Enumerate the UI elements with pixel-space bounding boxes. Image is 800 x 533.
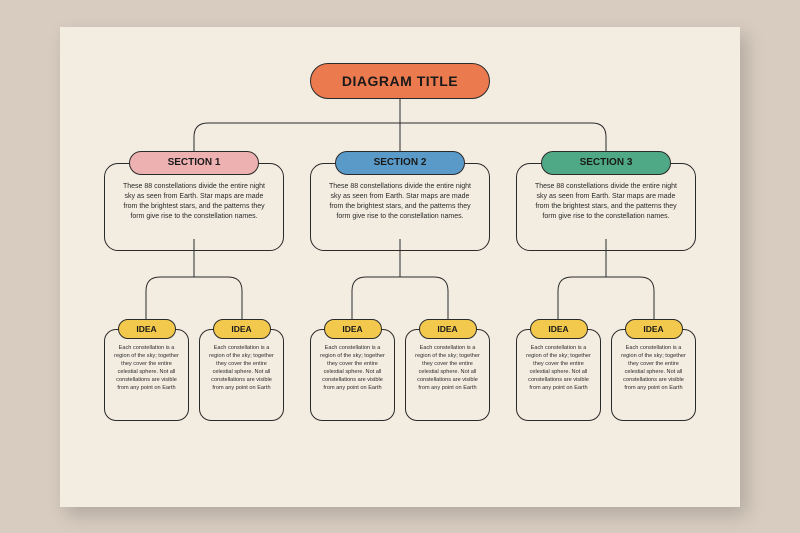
connector-lines: [60, 27, 740, 507]
idea-1-2: IDEA Each constellation is a region of t…: [199, 319, 284, 421]
idea-3-1-label: IDEA: [530, 319, 588, 339]
idea-2-1-body: Each constellation is a region of the sk…: [310, 329, 395, 421]
idea-1-2-body: Each constellation is a region of the sk…: [199, 329, 284, 421]
section-2: SECTION 2 These 88 constellations divide…: [310, 151, 490, 251]
section-3-body: These 88 constellations divide the entir…: [516, 163, 696, 251]
idea-2-1: IDEA Each constellation is a region of t…: [310, 319, 395, 421]
idea-3-2: IDEA Each constellation is a region of t…: [611, 319, 696, 421]
ideas-group-2: IDEA Each constellation is a region of t…: [310, 319, 490, 421]
section-2-body: These 88 constellations divide the entir…: [310, 163, 490, 251]
diagram-title: DIAGRAM TITLE: [310, 63, 490, 99]
ideas-row: IDEA Each constellation is a region of t…: [60, 319, 740, 421]
section-1: SECTION 1 These 88 constellations divide…: [104, 151, 284, 251]
ideas-group-3: IDEA Each constellation is a region of t…: [516, 319, 696, 421]
idea-3-1-body: Each constellation is a region of the sk…: [516, 329, 601, 421]
idea-2-2-body: Each constellation is a region of the sk…: [405, 329, 490, 421]
section-1-label: SECTION 1: [129, 151, 259, 175]
idea-1-1: IDEA Each constellation is a region of t…: [104, 319, 189, 421]
idea-1-2-label: IDEA: [213, 319, 271, 339]
section-3: SECTION 3 These 88 constellations divide…: [516, 151, 696, 251]
idea-3-1: IDEA Each constellation is a region of t…: [516, 319, 601, 421]
section-3-label: SECTION 3: [541, 151, 671, 175]
idea-2-2: IDEA Each constellation is a region of t…: [405, 319, 490, 421]
idea-1-1-label: IDEA: [118, 319, 176, 339]
section-1-body: These 88 constellations divide the entir…: [104, 163, 284, 251]
diagram-canvas: DIAGRAM TITLE SECTION 1 These 88 constel…: [60, 27, 740, 507]
idea-2-2-label: IDEA: [419, 319, 477, 339]
sections-row: SECTION 1 These 88 constellations divide…: [60, 151, 740, 251]
idea-3-2-label: IDEA: [625, 319, 683, 339]
idea-2-1-label: IDEA: [324, 319, 382, 339]
idea-3-2-body: Each constellation is a region of the sk…: [611, 329, 696, 421]
section-2-label: SECTION 2: [335, 151, 465, 175]
idea-1-1-body: Each constellation is a region of the sk…: [104, 329, 189, 421]
ideas-group-1: IDEA Each constellation is a region of t…: [104, 319, 284, 421]
